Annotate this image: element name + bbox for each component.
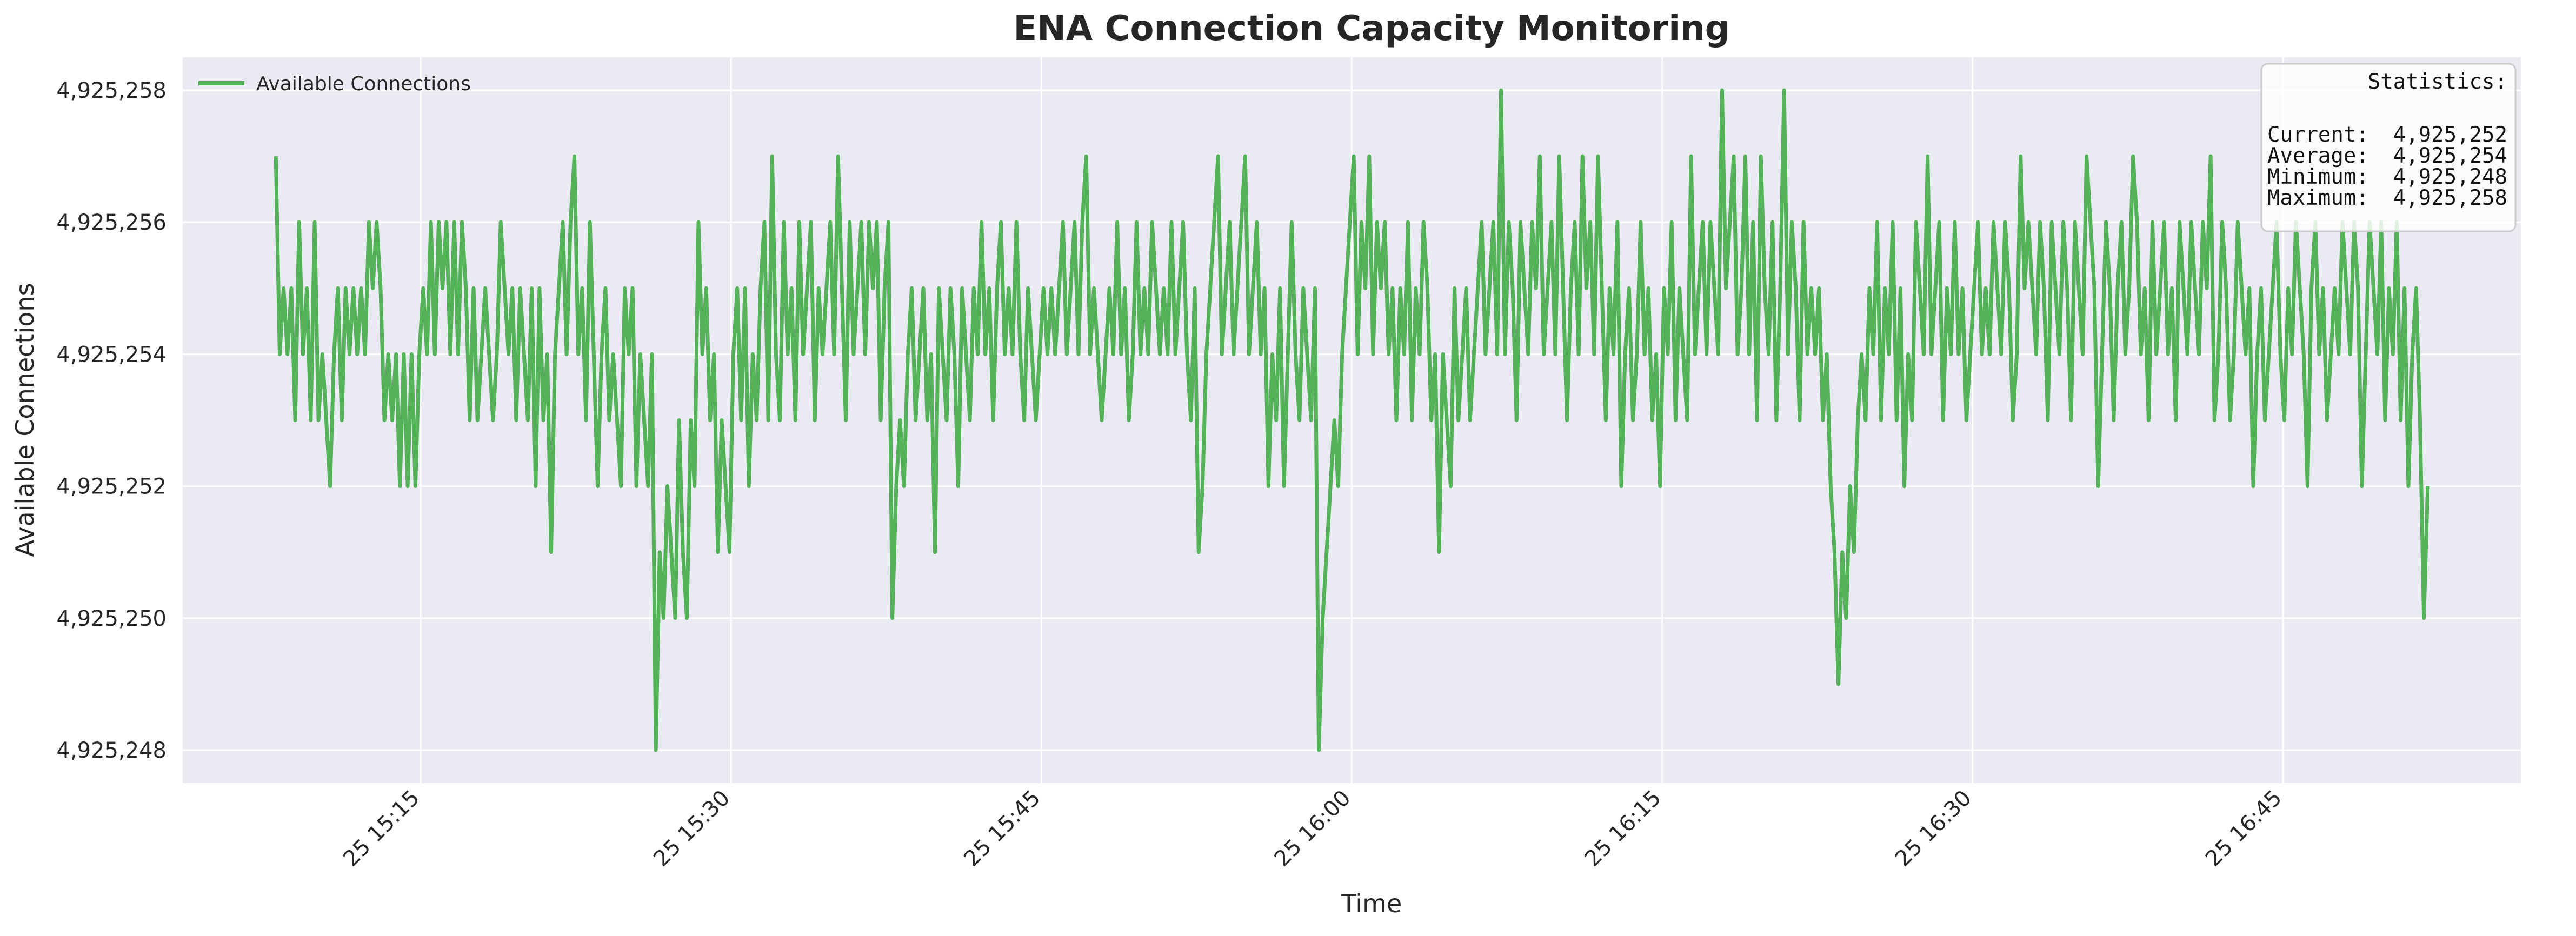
y-tick-label: 4,925,254 <box>56 342 167 367</box>
statistics-value: 4,925,248 <box>2393 165 2507 189</box>
statistics-rows: Current: 4,925,252 Average: 4,925,254 Minimu… <box>2267 123 2507 210</box>
statistics-box-background <box>2260 63 2517 232</box>
statistics-box: Statistics: Current: 4,925,252 Average: 4,9… <box>2260 63 2517 232</box>
statistics-label: Minimum: <box>2267 165 2369 189</box>
y-tick-label: 4,925,248 <box>56 738 167 763</box>
y-tick-label: 4,925,252 <box>56 474 167 499</box>
y-axis: 4,925,248 4,925,250 4,925,252 4,925,254 4,92… <box>56 78 167 763</box>
legend-label: Available Connections <box>256 73 471 95</box>
statistics-value: 4,925,254 <box>2393 144 2507 168</box>
statistics-label: Average: <box>2267 144 2369 168</box>
y-tick-label: 4,925,256 <box>56 210 167 235</box>
statistics-title: Statistics: <box>2368 70 2507 94</box>
statistics-value: 4,925,252 <box>2393 123 2507 147</box>
x-axis-label: Time <box>1341 889 1402 918</box>
series-layer <box>274 88 2430 752</box>
y-tick-label: 4,925,250 <box>56 606 167 631</box>
statistics-value: 4,925,258 <box>2393 186 2507 210</box>
series-line <box>274 88 2430 752</box>
legend: Available Connections <box>198 73 471 95</box>
statistics-label: Maximum: <box>2267 186 2369 210</box>
y-axis-label: Available Connections <box>10 283 39 557</box>
chart-title: ENA Connection Capacity Monitoring <box>1013 9 1729 49</box>
statistics-label: Current: <box>2267 123 2369 147</box>
y-tick-label: 4,925,258 <box>56 78 167 103</box>
